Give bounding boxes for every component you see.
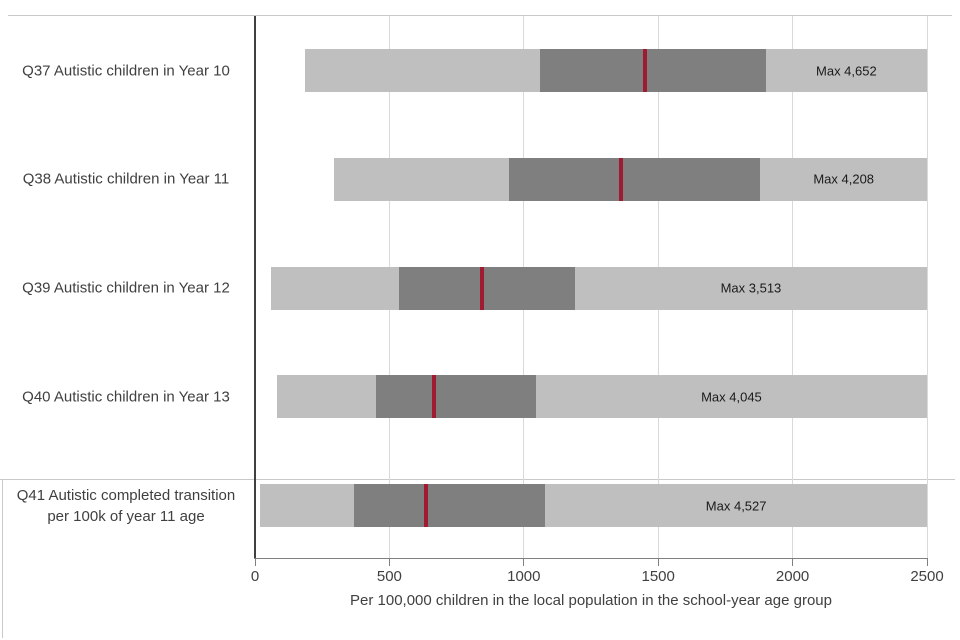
- x-axis-title: Per 100,000 children in the local popula…: [350, 592, 832, 609]
- median-line-Q37: [642, 49, 647, 92]
- max-value-label-Q40: Max 4,045: [701, 389, 762, 405]
- range-bar-Q40: [276, 375, 927, 419]
- iqr-bar-Q37: [539, 49, 766, 92]
- max-value-label-Q37: Max 4,652: [816, 63, 877, 78]
- category-label-line: per 100k of year 11 age: [47, 507, 205, 525]
- x-axis-tick-label-2500: 2500: [910, 568, 944, 585]
- page-top-border: [8, 15, 952, 16]
- iqr-bar-Q40: [375, 375, 536, 419]
- category-label-Q38: Q38 Autistic children in Year 11: [0, 169, 252, 190]
- median-line-Q38: [618, 157, 623, 201]
- x-axis-line: [254, 558, 928, 559]
- x-axis-tick-1500: [657, 558, 659, 566]
- x-axis-tick-label-0: 0: [250, 568, 260, 585]
- category-label-line: Q40 Autistic children in Year 13: [22, 388, 230, 406]
- x-axis-tick-2000: [792, 558, 794, 566]
- max-value-label-Q41: Max 4,527: [705, 498, 767, 513]
- iqr-bar-Q41: [354, 484, 546, 527]
- median-line-Q39: [480, 266, 485, 310]
- x-axis-tick-0: [254, 558, 256, 566]
- category-label-line: Q39 Autistic children in Year 12: [22, 279, 230, 297]
- median-line-Q40: [431, 375, 436, 419]
- x-axis-tick-500: [388, 558, 390, 566]
- max-value-label-Q38: Max 4,208: [813, 171, 875, 187]
- category-label-line: Q37 Autistic children in Year 10: [22, 62, 230, 79]
- page-left-border: [2, 479, 3, 638]
- max-value-label-Q39: Max 3,513: [720, 280, 782, 296]
- gridline-2500: [926, 16, 928, 558]
- x-axis-tick-label-2000: 2000: [775, 568, 810, 585]
- category-label-Q37: Q37 Autistic children in Year 10: [0, 60, 252, 81]
- x-axis-tick-label-1500: 1500: [641, 568, 675, 585]
- category-label-Q39: Q39 Autistic children in Year 12: [0, 278, 252, 299]
- category-label-line: Q41 Autistic completed transition: [16, 486, 236, 504]
- iqr-bar-Q38: [509, 157, 761, 201]
- x-axis-tick-2500: [926, 558, 928, 566]
- category-label-Q41: Q41 Autistic completed transition per 100…: [0, 485, 252, 527]
- iqr-bar-Q39: [398, 266, 575, 310]
- median-line-Q41: [423, 484, 428, 527]
- x-axis-tick-label-500: 500: [376, 568, 402, 585]
- page-mid-border: [0, 479, 955, 480]
- x-axis-tick-label-1000: 1000: [507, 568, 541, 585]
- category-label-Q40: Q40 Autistic children in Year 13: [0, 386, 252, 407]
- y-axis-line: [254, 16, 256, 558]
- range-bar-Q39: [271, 266, 927, 310]
- x-axis-tick-1000: [523, 558, 525, 566]
- category-label-line: Q38 Autistic children in Year 11: [22, 170, 230, 188]
